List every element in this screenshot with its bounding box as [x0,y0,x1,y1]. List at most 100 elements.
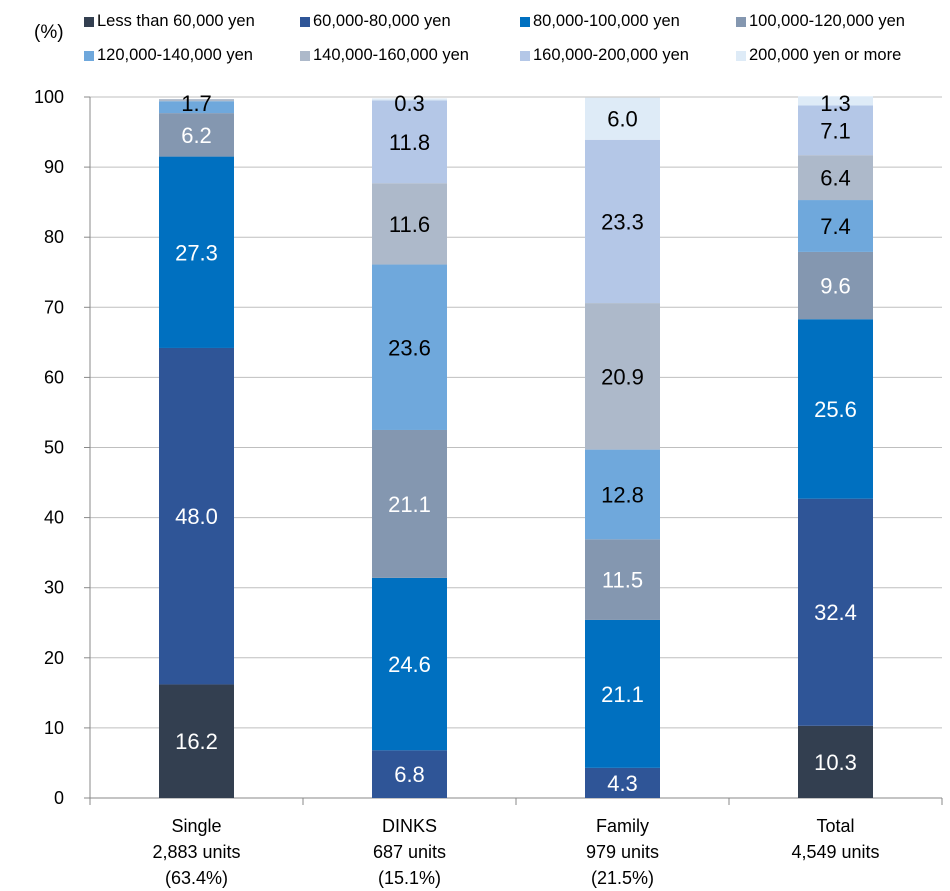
data-label: 23.6 [388,335,431,360]
data-label: 7.4 [820,214,851,239]
data-label: 24.6 [388,652,431,677]
bar-segment [159,684,234,798]
legend-label: Less than 60,000 yen [97,12,255,30]
bar-segment [372,100,447,184]
bar-segment [585,767,660,798]
legend-swatch [736,50,746,61]
bar-segment [798,155,873,201]
bar-segment [798,251,873,320]
legend-swatch [300,50,310,61]
bar-segment [159,156,234,348]
bar-segment [372,577,447,751]
data-label: 25.6 [814,397,857,422]
x-category-label: 687 units [373,842,446,862]
data-label: 7.1 [820,118,851,143]
legend-label: 160,000-200,000 yen [533,46,689,64]
x-category-label: DINKS [382,816,437,836]
x-category-label: (21.5%) [591,868,654,888]
bar-segment [585,539,660,620]
legend-item-200000-or-more: 200,000 yen or more [736,46,901,65]
bar-segment [372,264,447,430]
y-axis-unit-label: (%) [34,22,64,43]
legend-swatch [520,16,530,27]
legend-label: 60,000-80,000 yen [313,12,451,30]
bar-segment [372,183,447,265]
data-label: 1.7 [181,91,212,116]
chart-legend: (%) Less than 60,000 yen 60,000-80,000 y… [0,0,950,80]
legend-item-100000-120000: 100,000-120,000 yen [736,12,905,31]
bar-segment [585,303,660,450]
bar-segment [159,347,234,685]
bar-segment [159,101,234,114]
bar-segment [159,99,234,102]
legend-swatch [520,50,530,61]
y-tick-label: 40 [44,508,64,528]
legend-item-160000-200000: 160,000-200,000 yen [520,46,689,65]
bar-segment [585,619,660,768]
data-label: 12.8 [601,482,644,507]
legend-item-140000-160000: 140,000-160,000 yen [300,46,469,65]
bar-segment [585,139,660,304]
y-tick-label: 10 [44,718,64,738]
data-label: 48.0 [175,504,218,529]
data-label: 4.3 [607,771,638,796]
bar-segment [585,449,660,540]
data-label: 27.3 [175,240,218,265]
x-category-label: 4,549 units [791,842,879,862]
legend-label: 80,000-100,000 yen [533,12,680,30]
legend-item-120000-140000: 120,000-140,000 yen [84,46,253,65]
data-label: 32.4 [814,600,857,625]
legend-swatch [84,16,94,27]
x-category-label: 979 units [586,842,659,862]
legend-label: 200,000 yen or more [749,46,902,64]
legend-swatch [736,16,746,27]
x-category-label: Single [171,816,221,836]
data-label: 10.3 [814,750,857,775]
bar-segment [798,498,873,726]
bar-segment [159,113,234,157]
bar-segment [372,98,447,101]
bar-segment [798,200,873,252]
data-label: 16.2 [175,729,218,754]
legend-item-80000-100000: 80,000-100,000 yen [520,12,680,31]
legend-label: 140,000-160,000 yen [313,46,469,64]
bar-segment [372,750,447,798]
data-label: 9.6 [820,274,851,299]
bar-segment [798,105,873,156]
legend-item-less-than-60000: Less than 60,000 yen [84,12,255,31]
legend-label: 120,000-140,000 yen [97,46,253,64]
bar-segment [372,429,447,578]
x-category-label: 2,883 units [152,842,240,862]
bar-segment [798,96,873,106]
y-tick-label: 60 [44,367,64,387]
data-label: 11.8 [389,130,430,155]
data-label: 6.0 [607,107,638,132]
data-label: 6.4 [820,166,851,191]
data-label: 11.6 [389,212,430,237]
data-label: 0.3 [394,91,425,116]
bar-segment [798,725,873,798]
data-label: 20.9 [601,364,644,389]
legend-label: 100,000-120,000 yen [749,12,905,30]
data-label: 1.3 [820,91,851,116]
y-tick-label: 80 [44,227,64,247]
legend-swatch [300,16,310,27]
data-label: 6.2 [181,123,212,148]
y-tick-label: 90 [44,157,64,177]
data-label: 21.1 [601,682,644,707]
legend-swatch [84,50,94,61]
x-category-label: (15.1%) [378,868,441,888]
y-tick-label: 30 [44,578,64,598]
data-label: 23.3 [601,209,644,234]
bar-segment [798,319,873,499]
data-label: 6.8 [394,762,425,787]
y-tick-label: 20 [44,648,64,668]
y-tick-label: 100 [34,87,64,107]
x-category-label: Total [816,816,854,836]
y-tick-label: 70 [44,297,64,317]
data-label: 21.1 [388,492,431,517]
x-category-label: (63.4%) [165,868,228,888]
y-tick-label: 0 [54,788,64,808]
bar-segment [585,97,660,140]
